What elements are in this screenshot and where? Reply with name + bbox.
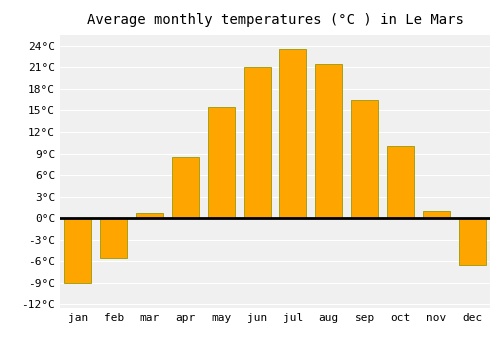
Bar [316,64,342,218]
Bar [351,100,378,218]
Bar [172,157,199,218]
Bar [458,218,485,265]
Bar [244,67,270,218]
Bar [423,211,450,218]
Bar [100,218,127,258]
Bar [208,107,234,218]
Bar [64,218,92,283]
Bar [136,213,163,218]
Title: Average monthly temperatures (°C ) in Le Mars: Average monthly temperatures (°C ) in Le… [86,13,464,27]
Bar [387,146,414,218]
Bar [280,49,306,218]
